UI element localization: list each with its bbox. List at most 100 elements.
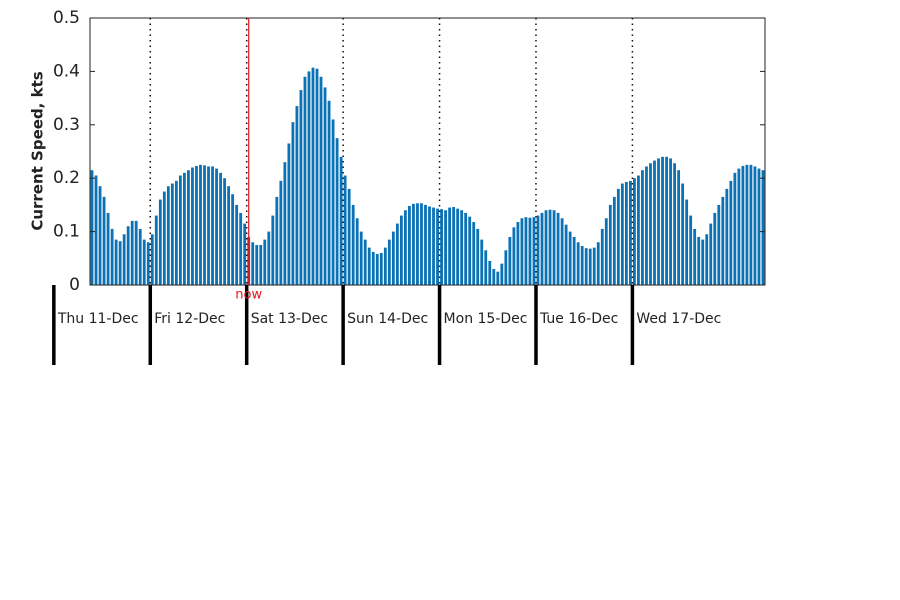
- bar: [383, 247, 387, 285]
- bar: [215, 168, 218, 285]
- bar: [331, 119, 335, 286]
- bar: [616, 188, 620, 285]
- bar: [721, 196, 725, 285]
- bar: [556, 212, 560, 285]
- bar: [271, 215, 275, 285]
- bar: [624, 181, 628, 285]
- bar: [283, 162, 287, 285]
- bar: [544, 210, 548, 285]
- bar: [174, 180, 178, 285]
- bar: [408, 205, 411, 285]
- bar: [251, 242, 255, 285]
- bar: [528, 217, 532, 285]
- bar: [315, 68, 319, 285]
- bar: [564, 224, 568, 285]
- bar: [657, 158, 660, 285]
- bar: [504, 250, 508, 285]
- bar: [335, 138, 339, 285]
- bar: [98, 186, 102, 285]
- bar: [448, 207, 452, 285]
- bar: [697, 236, 701, 285]
- bar: [689, 215, 693, 285]
- bar: [701, 239, 705, 285]
- y-tick-label: 0.5: [53, 8, 80, 28]
- bar: [693, 228, 697, 285]
- bar: [162, 191, 166, 285]
- bar: [532, 217, 536, 285]
- bar: [444, 210, 447, 285]
- y-tick-label: 0.4: [53, 61, 80, 81]
- bar: [387, 239, 391, 285]
- bar: [239, 212, 243, 285]
- bar: [150, 234, 154, 285]
- bar: [311, 67, 315, 285]
- bar: [552, 210, 556, 285]
- bar: [705, 234, 709, 285]
- now-label: now: [235, 288, 262, 303]
- bar: [452, 207, 456, 285]
- bar: [685, 199, 689, 285]
- bar: [166, 186, 170, 285]
- bar: [347, 188, 351, 285]
- bar: [673, 163, 677, 285]
- bar: [134, 220, 138, 285]
- bar: [580, 246, 584, 285]
- y-tick-label: 0.3: [53, 115, 80, 135]
- bar: [223, 178, 227, 285]
- bar: [508, 236, 512, 285]
- bar: [211, 166, 214, 285]
- bar: [620, 183, 624, 285]
- bar: [737, 168, 741, 285]
- bar: [363, 239, 367, 285]
- bar: [170, 183, 174, 285]
- bar: [90, 170, 94, 285]
- bar: [94, 175, 98, 285]
- bar: [355, 218, 359, 285]
- bar: [367, 247, 371, 285]
- bar: [303, 76, 307, 286]
- bar: [219, 172, 222, 285]
- bar: [480, 239, 484, 285]
- x-tick-label: Wed 17-Dec: [636, 311, 721, 327]
- bar: [757, 168, 761, 285]
- bar: [649, 163, 652, 285]
- bar: [653, 160, 656, 285]
- bar: [633, 178, 636, 285]
- bar: [154, 215, 158, 285]
- bar: [464, 212, 468, 285]
- x-tick-label: Fri 12-Dec: [154, 311, 225, 327]
- bar: [484, 250, 488, 285]
- bar: [432, 207, 435, 285]
- bar: [468, 216, 472, 285]
- bar: [391, 231, 395, 285]
- bar: [114, 239, 118, 285]
- bar: [665, 156, 668, 285]
- bar: [191, 167, 194, 285]
- bar: [568, 231, 572, 285]
- bar: [713, 212, 717, 285]
- bar: [436, 208, 439, 285]
- bar: [412, 203, 415, 285]
- bar: [195, 165, 198, 285]
- bar: [745, 164, 749, 285]
- bar: [516, 221, 520, 285]
- bar: [761, 170, 765, 285]
- bar: [110, 228, 114, 285]
- y-axis-label: Current Speed, kts: [29, 71, 47, 230]
- bar: [138, 228, 142, 285]
- bar: [122, 234, 126, 285]
- bar: [403, 210, 407, 285]
- bar: [279, 180, 283, 285]
- bar: [235, 204, 239, 285]
- bar: [476, 228, 480, 285]
- bar: [661, 156, 664, 285]
- bar: [416, 203, 419, 285]
- bar: [536, 215, 540, 285]
- bar: [584, 248, 588, 285]
- bar: [645, 166, 648, 285]
- bar: [142, 239, 146, 285]
- bar: [259, 244, 263, 285]
- bar: [729, 180, 733, 285]
- bar: [669, 158, 672, 285]
